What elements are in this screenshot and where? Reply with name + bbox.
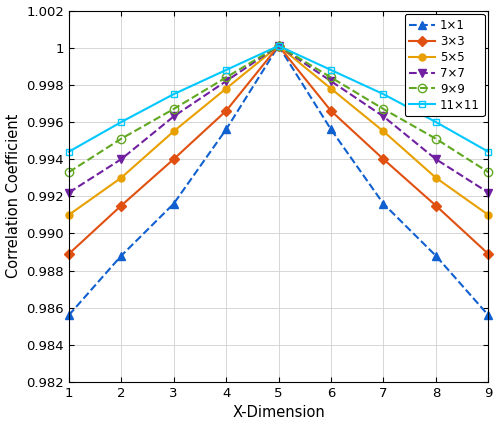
9×9 xyxy=(119,136,124,141)
9×9 xyxy=(66,170,72,175)
3×3 xyxy=(433,203,439,208)
1×1 xyxy=(171,201,177,206)
7×7 xyxy=(380,114,386,119)
5×5 xyxy=(275,43,281,49)
Line: 1×1: 1×1 xyxy=(65,42,493,320)
1×1 xyxy=(223,127,229,132)
7×7 xyxy=(66,190,72,195)
Line: 9×9: 9×9 xyxy=(65,42,493,176)
7×7 xyxy=(223,78,229,83)
Legend: 1×1, 3×3, 5×5, 7×7, 9×9, 11×11: 1×1, 3×3, 5×5, 7×7, 9×9, 11×11 xyxy=(405,14,485,116)
9×9 xyxy=(275,43,281,49)
5×5 xyxy=(485,212,491,217)
9×9 xyxy=(485,170,491,175)
1×1 xyxy=(328,127,334,132)
7×7 xyxy=(485,190,491,195)
5×5 xyxy=(328,86,334,91)
7×7 xyxy=(171,114,177,119)
1×1 xyxy=(433,253,439,258)
9×9 xyxy=(328,75,334,80)
11×11 xyxy=(485,149,491,154)
3×3 xyxy=(380,157,386,162)
Line: 11×11: 11×11 xyxy=(65,42,492,155)
11×11 xyxy=(171,92,177,97)
Line: 7×7: 7×7 xyxy=(65,42,493,197)
5×5 xyxy=(119,175,124,180)
1×1 xyxy=(380,201,386,206)
11×11 xyxy=(119,119,124,124)
3×3 xyxy=(328,108,334,113)
7×7 xyxy=(275,43,281,49)
3×3 xyxy=(275,43,281,49)
7×7 xyxy=(328,78,334,83)
5×5 xyxy=(223,86,229,91)
3×3 xyxy=(66,251,72,256)
9×9 xyxy=(171,106,177,112)
11×11 xyxy=(223,67,229,72)
3×3 xyxy=(171,157,177,162)
1×1 xyxy=(485,313,491,318)
9×9 xyxy=(380,106,386,112)
5×5 xyxy=(66,212,72,217)
5×5 xyxy=(380,129,386,134)
7×7 xyxy=(119,157,124,162)
5×5 xyxy=(171,129,177,134)
1×1 xyxy=(66,313,72,318)
5×5 xyxy=(433,175,439,180)
9×9 xyxy=(433,136,439,141)
9×9 xyxy=(223,75,229,80)
Line: 5×5: 5×5 xyxy=(65,42,492,219)
11×11 xyxy=(433,119,439,124)
X-axis label: X-Dimension: X-Dimension xyxy=(232,406,325,420)
1×1 xyxy=(119,253,124,258)
11×11 xyxy=(275,43,281,49)
Line: 3×3: 3×3 xyxy=(65,42,492,257)
11×11 xyxy=(66,149,72,154)
11×11 xyxy=(380,92,386,97)
11×11 xyxy=(328,67,334,72)
3×3 xyxy=(485,251,491,256)
7×7 xyxy=(433,157,439,162)
1×1 xyxy=(275,43,281,49)
Y-axis label: Correlation Coefficient: Correlation Coefficient xyxy=(5,114,20,279)
3×3 xyxy=(223,108,229,113)
3×3 xyxy=(119,203,124,208)
